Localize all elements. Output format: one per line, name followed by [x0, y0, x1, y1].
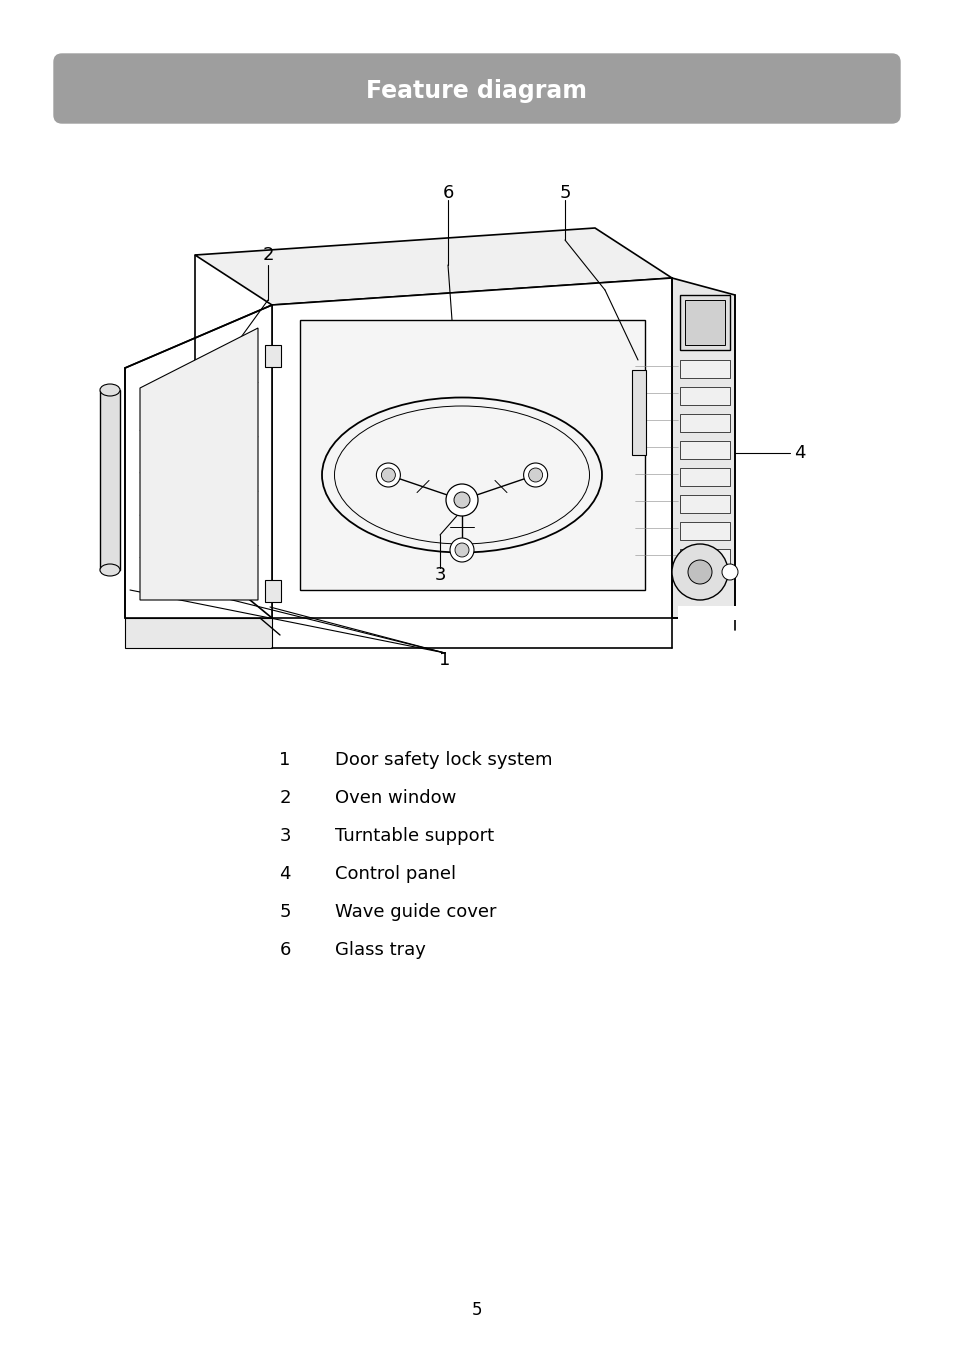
Circle shape	[376, 463, 400, 486]
Circle shape	[446, 484, 477, 516]
Polygon shape	[679, 440, 729, 459]
Polygon shape	[678, 607, 740, 620]
Text: Wave guide cover: Wave guide cover	[335, 902, 496, 921]
Circle shape	[455, 543, 469, 557]
Polygon shape	[125, 305, 272, 617]
Polygon shape	[679, 521, 729, 540]
Circle shape	[687, 561, 711, 584]
Text: 1: 1	[279, 751, 291, 769]
Circle shape	[450, 538, 474, 562]
Text: Control panel: Control panel	[335, 865, 456, 884]
Circle shape	[671, 544, 727, 600]
Circle shape	[381, 467, 395, 482]
Text: 6: 6	[442, 184, 454, 203]
Text: 5: 5	[279, 902, 291, 921]
Polygon shape	[679, 549, 729, 567]
Polygon shape	[684, 300, 724, 345]
Bar	[631, 370, 645, 455]
Circle shape	[454, 492, 470, 508]
Polygon shape	[272, 278, 671, 617]
Text: 5: 5	[471, 1301, 482, 1319]
Text: Feature diagram: Feature diagram	[366, 78, 587, 103]
Polygon shape	[679, 386, 729, 405]
Text: 6: 6	[279, 942, 291, 959]
Circle shape	[721, 563, 738, 580]
Text: 1: 1	[438, 651, 450, 669]
Text: Door safety lock system: Door safety lock system	[335, 751, 552, 769]
Polygon shape	[679, 295, 729, 350]
Text: 3: 3	[279, 827, 291, 844]
Text: Turntable support: Turntable support	[335, 827, 494, 844]
Polygon shape	[671, 278, 734, 617]
Polygon shape	[679, 413, 729, 432]
Polygon shape	[679, 359, 729, 378]
Polygon shape	[679, 467, 729, 486]
Text: Oven window: Oven window	[335, 789, 456, 807]
Text: 3: 3	[434, 566, 445, 584]
Text: 4: 4	[794, 444, 805, 462]
Circle shape	[523, 463, 547, 486]
FancyBboxPatch shape	[54, 54, 899, 123]
Text: 5: 5	[558, 184, 570, 203]
Ellipse shape	[100, 384, 120, 396]
Bar	[265, 580, 281, 603]
Text: 2: 2	[262, 246, 274, 263]
Polygon shape	[125, 617, 272, 648]
Polygon shape	[100, 390, 120, 570]
Polygon shape	[194, 228, 671, 305]
Polygon shape	[299, 320, 644, 590]
Bar	[265, 345, 281, 367]
Circle shape	[528, 467, 542, 482]
Polygon shape	[140, 328, 257, 600]
Ellipse shape	[100, 563, 120, 576]
Text: Glass tray: Glass tray	[335, 942, 425, 959]
Text: 2: 2	[279, 789, 291, 807]
Text: 4: 4	[279, 865, 291, 884]
Polygon shape	[679, 494, 729, 513]
